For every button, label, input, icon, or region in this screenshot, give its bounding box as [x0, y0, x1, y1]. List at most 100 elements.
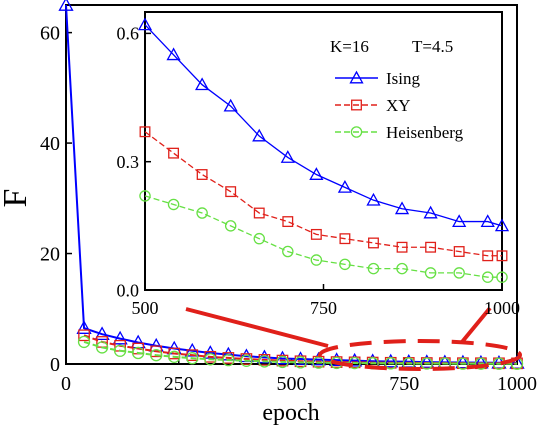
data-point-heisenberg: [204, 353, 217, 366]
data-point-heisenberg: [77, 335, 91, 349]
y-axis-label: F: [0, 189, 34, 208]
data-point-heisenberg: [282, 245, 294, 258]
data-point-ising: [280, 150, 295, 163]
data-point-heisenberg: [367, 262, 380, 275]
data-point-heisenberg: [276, 355, 289, 369]
data-point-ising: [112, 330, 128, 345]
series-xy: [139, 126, 508, 262]
inset-axes: 500 750 1000 0.0 0.3 0.6: [117, 24, 521, 318]
series-line-heisenberg: [83, 340, 517, 365]
legend-marker: [349, 70, 364, 84]
data-point-xy: [310, 228, 322, 240]
inset-plot-frame: [144, 11, 503, 291]
data-point-ising: [195, 77, 210, 91]
data-point-ising: [252, 128, 267, 142]
data-point-heisenberg: [150, 348, 163, 362]
series-ising: [137, 17, 510, 232]
data-point-ising: [337, 180, 353, 193]
data-point-ising: [419, 354, 435, 368]
y-tick-label: 40: [40, 133, 60, 155]
data-point-heisenberg: [496, 271, 508, 283]
data-point-heisenberg: [139, 190, 151, 202]
y-tick-label: 0.6: [117, 24, 140, 44]
data-point-heisenberg: [453, 267, 465, 279]
data-point-heisenberg: [167, 198, 180, 211]
x-tick-label: 0: [61, 373, 71, 395]
data-point-heisenberg: [420, 357, 433, 370]
data-point-ising: [58, 0, 74, 11]
data-point-xy: [368, 237, 379, 249]
data-point-xy: [168, 147, 180, 159]
data-point-ising: [494, 218, 510, 232]
data-point-ising: [202, 345, 218, 359]
series-heisenberg: [139, 190, 508, 283]
data-point-xy: [396, 241, 408, 253]
main-axes: 0 250 500 750 1000 0 20 40 60: [40, 23, 537, 395]
x-tick-label: 500: [277, 373, 307, 395]
data-point-ising: [366, 192, 381, 206]
data-point-xy: [139, 126, 151, 138]
legend-label: Heisenberg: [386, 123, 464, 142]
data-point-ising: [455, 354, 471, 369]
data-point-heisenberg: [339, 258, 351, 271]
data-point-xy: [339, 233, 351, 245]
data-point-ising: [394, 201, 410, 215]
x-tick-label: 250: [164, 373, 194, 395]
x-tick-label: 1000: [497, 373, 537, 395]
legend-label: Ising: [386, 69, 421, 88]
data-point-heisenberg: [240, 354, 253, 367]
inset-t-label: T=4.5: [412, 37, 453, 56]
data-point-heisenberg: [113, 344, 127, 357]
data-point-ising: [423, 205, 438, 219]
data-point-xy: [196, 169, 208, 180]
data-point-heisenberg: [396, 262, 408, 275]
y-tick-label: 0: [50, 354, 60, 376]
data-point-heisenberg: [224, 220, 237, 232]
data-point-heisenberg: [131, 346, 145, 360]
data-point-heisenberg: [168, 350, 181, 363]
data-point-xy: [253, 207, 265, 219]
data-point-ising: [480, 214, 495, 228]
legend-label: XY: [386, 96, 411, 115]
legend-item-heisenberg: Heisenberg: [335, 123, 464, 142]
y-tick-label: 0.3: [117, 152, 140, 172]
data-point-heisenberg: [186, 352, 199, 365]
data-point-ising: [166, 47, 181, 61]
inset-k-label: K=16: [330, 37, 369, 56]
data-point-heisenberg: [294, 356, 307, 369]
data-point-heisenberg: [258, 355, 271, 368]
zoom-connector-right: [460, 306, 492, 344]
series-heisenberg: [77, 335, 524, 370]
data-point-heisenberg: [384, 357, 397, 370]
data-point-xy: [453, 246, 465, 257]
data-point-ising: [347, 352, 363, 367]
legend-marker: [351, 99, 362, 111]
data-point-xy: [282, 216, 294, 228]
legend-item-xy: XY: [335, 96, 411, 115]
data-point-heisenberg: [196, 207, 208, 219]
zoom-connector-left: [185, 307, 329, 348]
y-tick-label: 0.0: [117, 280, 140, 300]
data-point-ising: [452, 214, 467, 228]
x-tick-label: 750: [310, 298, 337, 318]
data-point-heisenberg: [95, 341, 109, 354]
data-point-heisenberg: [456, 357, 470, 370]
data-point-ising: [76, 320, 92, 334]
data-point-ising: [309, 167, 324, 180]
data-point-ising: [383, 353, 399, 368]
main-series-group: [58, 0, 525, 370]
inset-series-group: [137, 17, 510, 283]
data-point-heisenberg: [481, 271, 494, 283]
data-point-xy: [425, 241, 437, 253]
data-point-xy: [482, 250, 494, 262]
data-point-heisenberg: [253, 232, 265, 245]
data-point-ising: [223, 98, 238, 112]
data-point-ising: [137, 17, 153, 31]
legend-marker: [350, 126, 363, 138]
x-tick-label: 750: [389, 373, 419, 395]
zoom-highlight-ellipse: [318, 339, 522, 371]
x-tick-label: 1000: [484, 298, 520, 318]
y-tick-label: 20: [40, 244, 60, 266]
data-point-ising: [94, 326, 110, 341]
data-point-xy: [496, 250, 508, 262]
